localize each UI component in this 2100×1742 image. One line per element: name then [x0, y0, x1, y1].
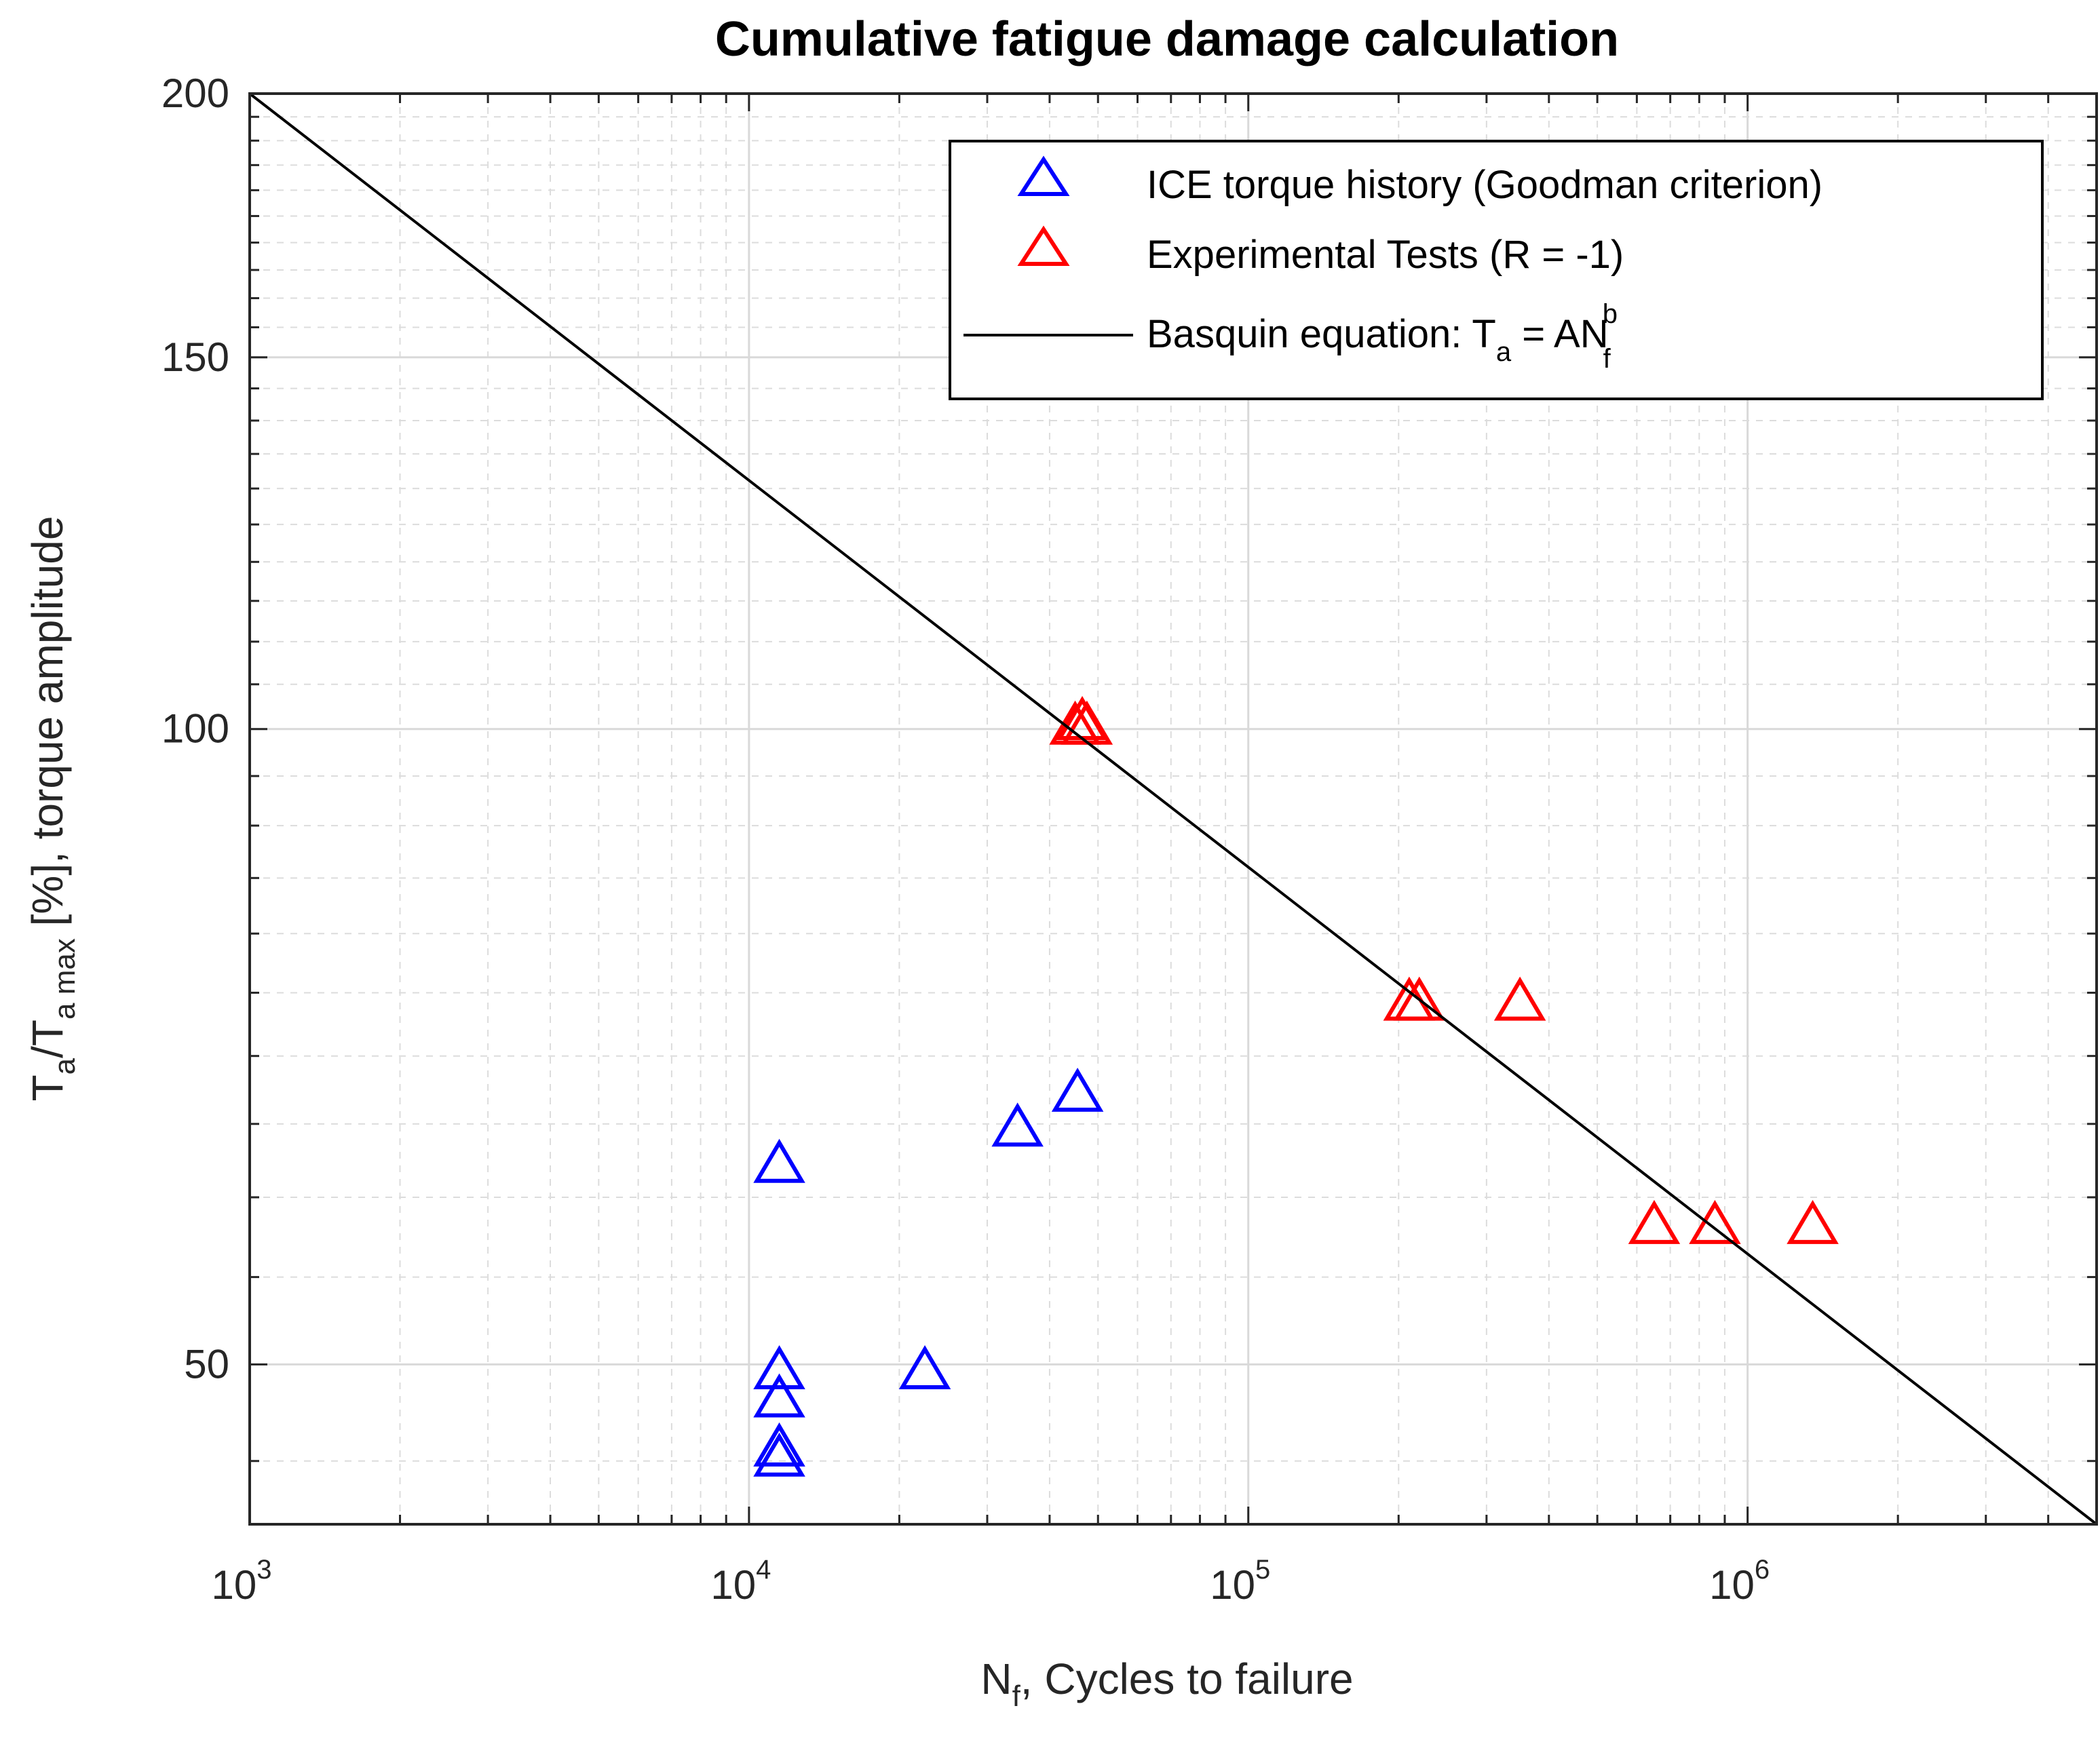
legend-basquin-sup: b — [1603, 299, 1618, 329]
legend-label-ice: ICE torque history (Goodman criterion) — [1147, 163, 1822, 207]
legend-basquin-sub1: a — [1496, 337, 1512, 367]
x-axis-label-sub: f — [1012, 1680, 1021, 1713]
y-tick-label: 50 — [184, 1341, 229, 1387]
experimental-marker — [1493, 976, 1546, 1021]
ice-marker — [753, 1422, 805, 1467]
ice-marker — [753, 1373, 805, 1418]
y-axis-label-p3: [%], torque amplitude — [23, 516, 72, 939]
ice-marker — [753, 1345, 805, 1389]
y-axis-ticks: 50 100 150 200 — [161, 71, 2097, 1463]
ice-marker — [753, 1432, 805, 1477]
x-axis-ticks: 103 104 105 106 — [212, 94, 2098, 1608]
ice-marker — [1051, 1067, 1104, 1112]
experimental-marker — [1787, 1199, 1839, 1244]
legend-marker-experimental — [1017, 225, 1070, 266]
basquin-line — [248, 92, 2098, 1526]
x-tick-label-exp: 6 — [1755, 1555, 1770, 1585]
data-series — [248, 92, 2098, 1526]
y-tick-label: 200 — [161, 71, 229, 116]
x-axis-label-rest: , Cycles to failure — [1020, 1654, 1354, 1703]
legend-basquin-mid: = AN — [1511, 312, 1608, 356]
x-tick-label-base: 10 — [1210, 1562, 1255, 1608]
legend-label-experimental: Experimental Tests (R = -1) — [1147, 233, 1624, 277]
x-tick-label-base: 10 — [710, 1562, 756, 1608]
legend-box — [949, 140, 2044, 400]
y-axis-label-p2: /T — [23, 1020, 72, 1058]
x-axis-label: Nf, Cycles to failure — [980, 1654, 1353, 1713]
x-tick-label-exp: 5 — [1255, 1555, 1270, 1585]
legend-marker-ice — [1017, 155, 1070, 196]
chart-title: Cumulative fatigue damage calculation — [715, 12, 1619, 66]
y-tick-label: 150 — [161, 334, 229, 380]
x-tick-label-exp: 3 — [256, 1555, 271, 1585]
x-tick-label-base: 10 — [1709, 1562, 1755, 1608]
x-tick-label: 103 — [212, 1555, 272, 1608]
y-axis-label-p1: T — [23, 1075, 72, 1101]
ice-marker — [991, 1102, 1044, 1147]
plot-frame — [248, 92, 2098, 1526]
experimental-marker — [1393, 976, 1445, 1021]
x-axis-label-main: N — [980, 1654, 1012, 1703]
experimental-marker — [1689, 1199, 1741, 1244]
y-axis-label-s2: a max — [48, 938, 81, 1020]
x-tick-label-base: 10 — [212, 1562, 257, 1608]
x-tick-label: 106 — [1709, 1555, 1770, 1608]
x-tick-label: 104 — [710, 1555, 771, 1608]
legend-basquin-pre: Basquin equation: T — [1147, 312, 1496, 356]
x-tick-label-exp: 4 — [756, 1555, 771, 1585]
ice-marker — [753, 1138, 805, 1183]
x-tick-label: 105 — [1210, 1555, 1270, 1608]
ice-marker — [898, 1345, 951, 1389]
experimental-marker — [1628, 1199, 1681, 1244]
y-axis-label: Ta/Ta max [%], torque amplitude — [23, 516, 81, 1102]
legend-basquin-sub2: f — [1603, 344, 1611, 374]
y-tick-label: 100 — [161, 706, 229, 752]
legend-label-basquin: Basquin equation: Ta = AN fb — [1147, 299, 1618, 374]
legend: ICE torque history (Goodman criterion) E… — [949, 140, 2044, 400]
y-axis-label-s1: a — [48, 1058, 81, 1075]
